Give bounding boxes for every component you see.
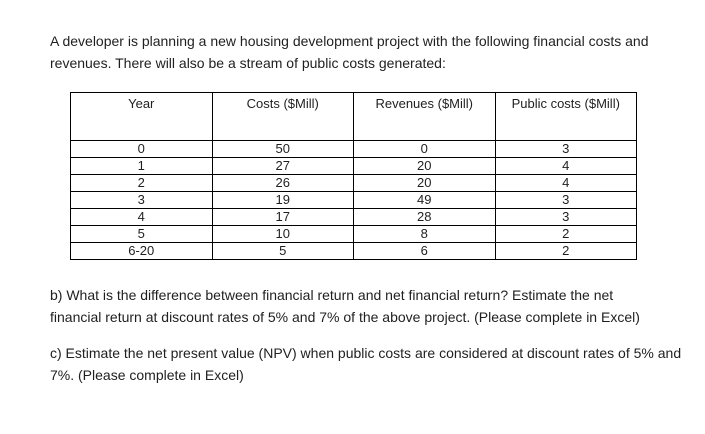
table-row: 3 19 49 3	[70, 191, 637, 209]
table-row: 2 26 20 4	[70, 174, 637, 192]
cell-revenues: 20	[353, 174, 496, 192]
cell-public-costs: 3	[494, 140, 637, 158]
cell-year: 3	[70, 191, 213, 209]
cell-public-costs: 4	[494, 174, 637, 192]
column-header-revenues: Revenues ($Mill)	[353, 92, 496, 141]
intro-line-1: A developer is planning a new housing de…	[50, 33, 649, 49]
cell-costs: 17	[211, 208, 354, 226]
question-b-line-1: b) What is the difference between financ…	[50, 287, 614, 303]
cell-costs: 19	[211, 191, 354, 209]
table-row: 6-20 5 6 2	[70, 242, 637, 260]
column-header-costs: Costs ($Mill)	[211, 92, 354, 141]
cell-revenues: 6	[353, 242, 496, 260]
table-row: 5 10 8 2	[70, 225, 637, 243]
cell-revenues: 8	[353, 225, 496, 243]
column-header-public-costs: Public costs ($Mill)	[494, 92, 637, 141]
cell-revenues: 20	[353, 157, 496, 175]
cell-year: 6-20	[70, 242, 213, 260]
cell-costs: 50	[211, 140, 354, 158]
question-c-line-1: c) Estimate the net present value (NPV) …	[50, 345, 682, 361]
table-row: 1 27 20 4	[70, 157, 637, 175]
cell-costs: 26	[211, 174, 354, 192]
intro-paragraph: A developer is planning a new housing de…	[50, 30, 660, 74]
cell-public-costs: 3	[494, 191, 637, 209]
table-row: 4 17 28 3	[70, 208, 637, 226]
question-c-line-2: 7%. (Please complete in Excel)	[50, 367, 244, 383]
question-b-paragraph: b) What is the difference between financ…	[50, 284, 660, 328]
document-page: A developer is planning a new housing de…	[50, 30, 682, 386]
intro-line-2: revenues. There will also be a stream of…	[50, 55, 446, 71]
cell-public-costs: 3	[494, 208, 637, 226]
cell-public-costs: 2	[494, 242, 637, 260]
cell-year: 1	[70, 157, 213, 175]
cell-costs: 5	[211, 242, 354, 260]
cashflow-table: Year Costs ($Mill) Revenues ($Mill) Publ…	[70, 92, 637, 260]
cell-year: 0	[70, 140, 213, 158]
cell-year: 4	[70, 208, 213, 226]
table-header-row: Year Costs ($Mill) Revenues ($Mill) Publ…	[70, 92, 637, 141]
cell-costs: 10	[211, 225, 354, 243]
cell-revenues: 28	[353, 208, 496, 226]
cell-revenues: 49	[353, 191, 496, 209]
question-b-line-2: financial return at discount rates of 5%…	[50, 309, 640, 325]
cell-public-costs: 4	[494, 157, 637, 175]
column-header-year: Year	[70, 92, 213, 141]
cell-year: 5	[70, 225, 213, 243]
cell-public-costs: 2	[494, 225, 637, 243]
cell-costs: 27	[211, 157, 354, 175]
cell-year: 2	[70, 174, 213, 192]
table-row: 0 50 0 3	[70, 140, 637, 158]
cell-revenues: 0	[353, 140, 496, 158]
question-c-paragraph: c) Estimate the net present value (NPV) …	[50, 342, 682, 386]
